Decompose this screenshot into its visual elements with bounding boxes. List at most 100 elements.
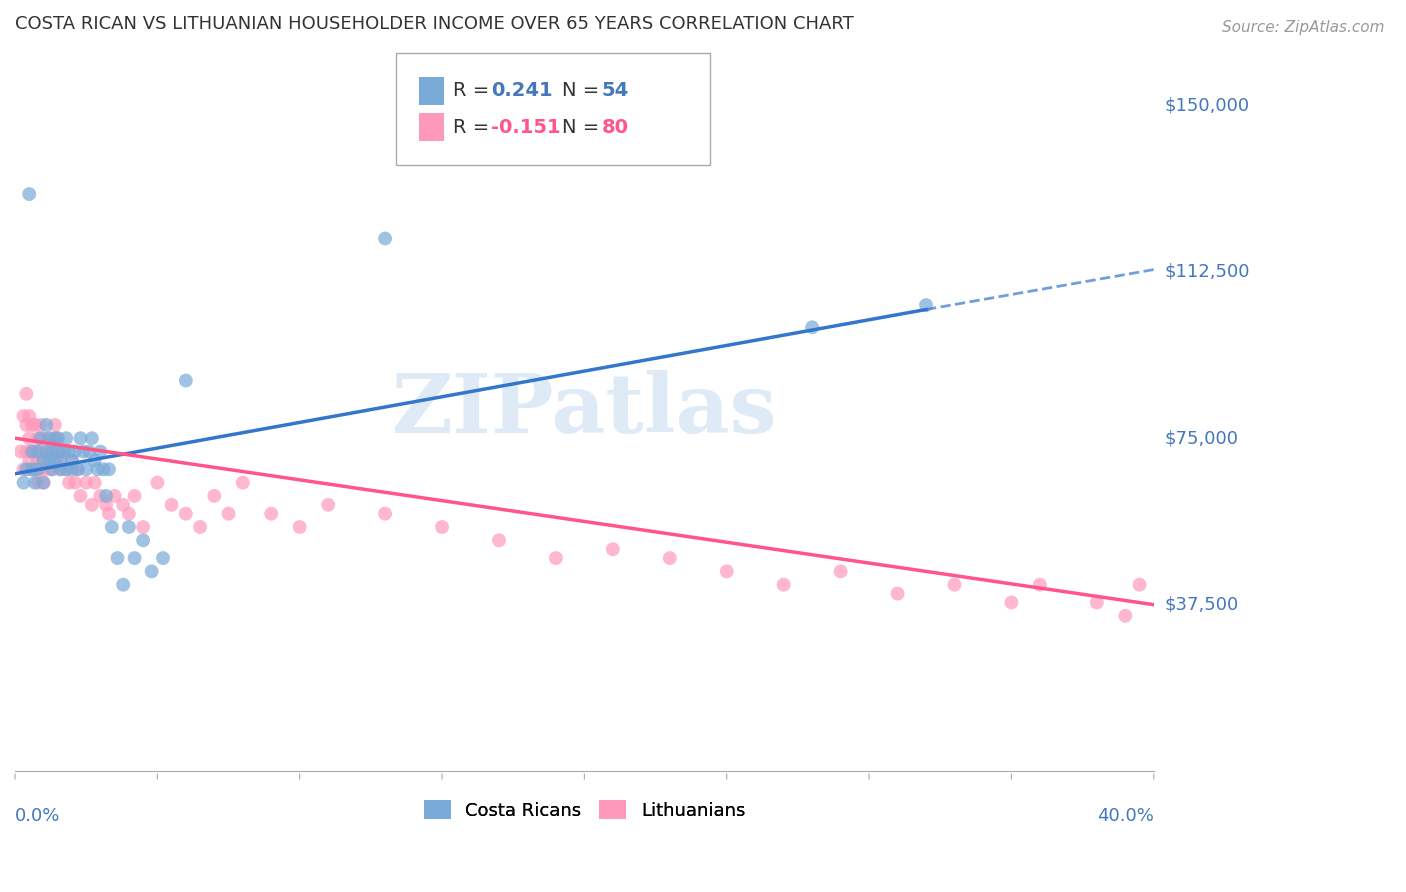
Point (21, 444, 44, 458)
Legend: Costa Ricans, Lithuanians: Costa Ricans, Lithuanians (416, 793, 752, 827)
Point (1128, 578, 1150, 592)
Point (83, 453, 105, 467)
Point (174, 374, 197, 388)
Point (49, 462, 72, 476)
Text: N =: N = (561, 118, 605, 136)
Point (886, 586, 908, 600)
Point (46, 453, 69, 467)
Point (30, 417, 52, 432)
Point (118, 520, 141, 534)
Point (152, 551, 174, 566)
Point (488, 533, 510, 548)
Point (18, 409, 41, 423)
Point (146, 475, 169, 490)
Point (658, 551, 681, 566)
Point (132, 533, 155, 548)
Point (1029, 578, 1052, 592)
Point (86, 462, 108, 476)
Point (80, 498, 103, 512)
Text: R =: R = (453, 118, 496, 136)
Text: -0.151: -0.151 (491, 118, 561, 136)
Point (374, 507, 396, 521)
Point (544, 551, 567, 566)
Point (97, 462, 120, 476)
Point (21, 444, 44, 458)
FancyBboxPatch shape (419, 112, 444, 142)
Point (124, 489, 146, 503)
Point (69, 489, 91, 503)
Point (118, 507, 141, 521)
Point (13, 475, 35, 490)
Text: 0.0%: 0.0% (15, 807, 60, 825)
Text: 80: 80 (602, 118, 628, 136)
Point (32, 431, 55, 445)
Point (21, 417, 44, 432)
Point (41, 462, 63, 476)
Point (66, 462, 89, 476)
Point (72, 444, 94, 458)
Point (63, 444, 86, 458)
Point (1114, 608, 1136, 623)
Text: COSTA RICAN VS LITHUANIAN HOUSEHOLDER INCOME OVER 65 YEARS CORRELATION CHART: COSTA RICAN VS LITHUANIAN HOUSEHOLDER IN… (15, 15, 853, 33)
Point (38, 453, 60, 467)
Text: 0.241: 0.241 (491, 81, 553, 101)
Point (202, 489, 225, 503)
Point (49, 444, 72, 458)
Point (18, 431, 41, 445)
Point (24, 417, 46, 432)
Point (21, 462, 44, 476)
Point (24, 444, 46, 458)
Point (75, 462, 97, 476)
Point (69, 431, 91, 445)
Point (38, 431, 60, 445)
Point (80, 431, 103, 445)
Point (27, 475, 49, 490)
Point (288, 520, 311, 534)
Point (174, 507, 197, 521)
Point (18, 453, 41, 467)
Point (32, 453, 55, 467)
Point (30, 431, 52, 445)
Text: Source: ZipAtlas.com: Source: ZipAtlas.com (1222, 20, 1385, 35)
Point (104, 489, 127, 503)
Point (46, 444, 69, 458)
Point (602, 542, 624, 557)
Point (27, 462, 49, 476)
Point (32, 453, 55, 467)
Point (60, 462, 83, 476)
Text: $37,500: $37,500 (1166, 596, 1239, 614)
Point (41, 444, 63, 458)
Point (55, 431, 77, 445)
Point (830, 565, 852, 579)
Point (15, 462, 38, 476)
Point (91, 462, 114, 476)
Point (27, 453, 49, 467)
Point (716, 565, 738, 579)
Point (24, 462, 46, 476)
Point (32, 475, 55, 490)
Point (160, 498, 183, 512)
Point (24, 475, 46, 490)
Point (66, 462, 89, 476)
Point (232, 475, 254, 490)
Point (218, 507, 240, 521)
Text: N =: N = (561, 81, 605, 101)
Point (94, 489, 117, 503)
Point (35, 444, 58, 458)
Point (46, 431, 69, 445)
Point (15, 387, 38, 401)
Point (58, 444, 80, 458)
Point (430, 520, 453, 534)
Point (75, 475, 97, 490)
Point (58, 475, 80, 490)
Point (18, 187, 41, 202)
Point (112, 578, 135, 592)
Point (316, 498, 339, 512)
Point (89, 489, 111, 503)
Text: ZIPatlas: ZIPatlas (392, 370, 778, 450)
Point (49, 453, 72, 467)
Point (41, 444, 63, 458)
Point (260, 507, 283, 521)
Text: 40.0%: 40.0% (1097, 807, 1154, 825)
Point (27, 444, 49, 458)
